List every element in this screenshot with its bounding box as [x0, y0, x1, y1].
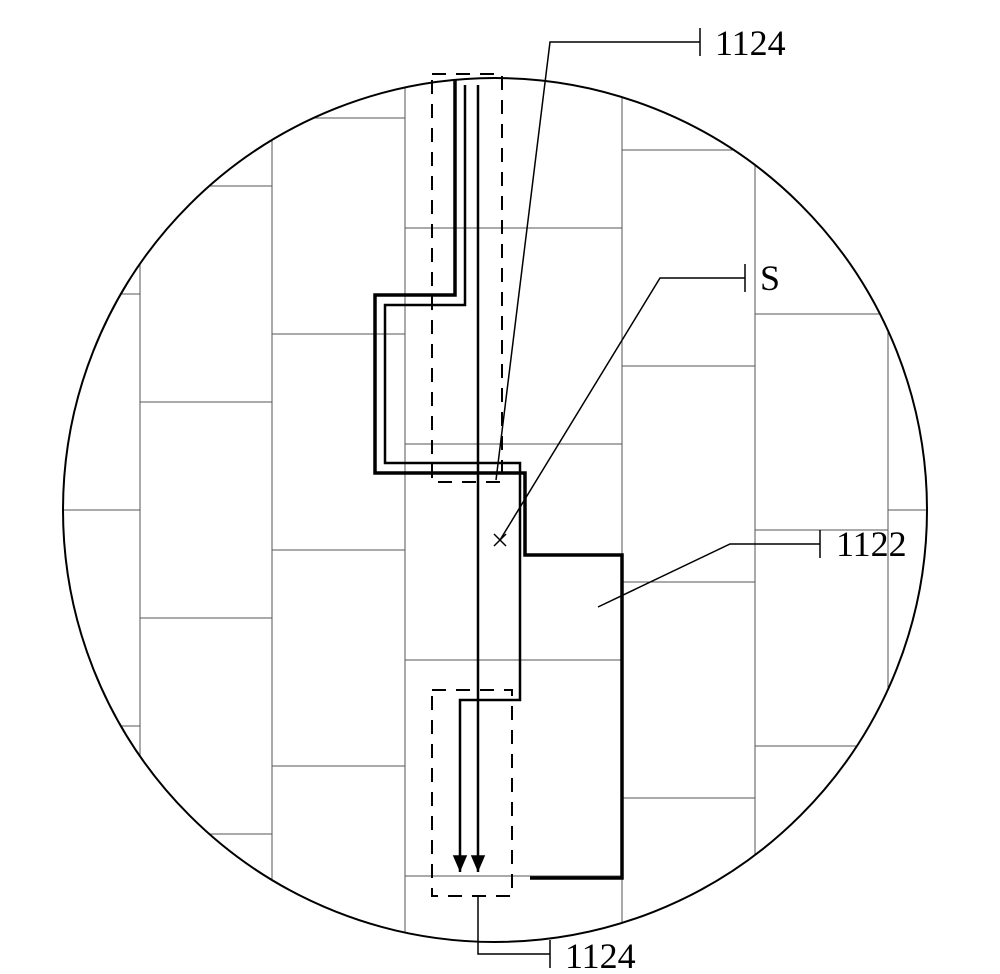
boundary-circle: [63, 78, 927, 942]
leader-line: [496, 42, 700, 480]
leader-line: [478, 896, 550, 954]
callout-label: 1122: [836, 524, 907, 564]
callout-label: 1124: [565, 936, 636, 974]
dashed-callout-box: [432, 690, 512, 896]
arrowhead-icon: [453, 855, 467, 872]
leader-line: [598, 544, 820, 607]
technical-diagram: 1124 S 1122 1124: [0, 0, 1000, 974]
arrowhead-icon: [471, 855, 485, 872]
callout-label: S: [760, 258, 780, 298]
dashed-callout-box: [432, 74, 502, 482]
callout-label: 1124: [715, 23, 786, 63]
clipped-content: [63, 80, 927, 933]
feature-outline: [375, 80, 622, 878]
